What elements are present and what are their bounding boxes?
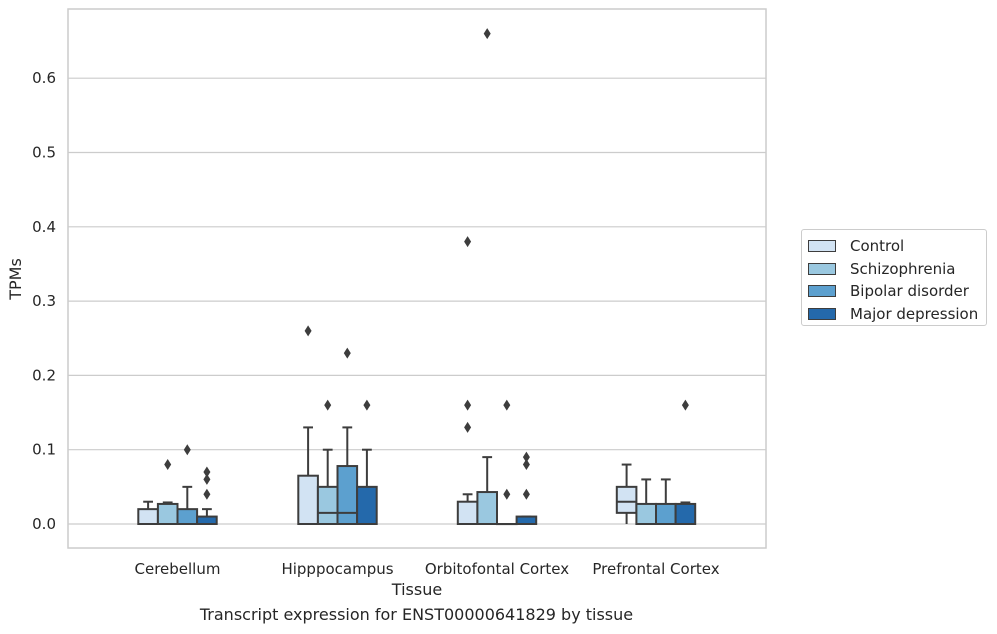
box: [196, 515, 218, 526]
legend-item-control: Control: [808, 235, 986, 258]
outlier-point: [203, 488, 211, 500]
outlier-point: [343, 347, 351, 359]
outlier-point: [363, 399, 371, 411]
legend-swatch-schizophrenia: [808, 262, 836, 275]
box: [156, 502, 179, 525]
outlier-point: [464, 236, 472, 248]
legend: Control Schizophrenia Bipolar disorder M…: [801, 229, 987, 326]
x-tick-label: Prefrontal Cortex: [592, 560, 719, 578]
outlier-point: [522, 451, 530, 463]
outlier-point: [203, 466, 211, 478]
plot-frame: [67, 8, 767, 549]
box: [297, 474, 319, 525]
box: [316, 485, 339, 526]
figure-caption: Transcript expression for ENST0000064182…: [199, 605, 634, 624]
box: [515, 515, 538, 526]
outlier-point: [522, 488, 530, 500]
outlier-point: [183, 444, 191, 456]
outlier-point: [203, 473, 211, 485]
legend-item-schizophrenia: Schizophrenia: [808, 258, 986, 281]
legend-swatch-bipolar-disorder: [808, 285, 836, 298]
legend-label-major-depression: Major depression: [850, 304, 979, 323]
outlier-point: [464, 421, 472, 433]
outlier-point: [483, 28, 491, 40]
y-tick-label: 0.0: [32, 515, 56, 533]
legend-label-schizophrenia: Schizophrenia: [850, 259, 956, 278]
box: [635, 502, 658, 525]
legend-label-bipolar-disorder: Bipolar disorder: [850, 282, 969, 301]
x-tick-label: Hipppocampus: [281, 560, 393, 578]
outlier-point: [503, 399, 511, 411]
legend-label-control: Control: [850, 237, 905, 256]
legend-item-major-depression: Major depression: [808, 303, 986, 326]
y-axis-title: TPMs: [6, 258, 25, 301]
legend-swatch-control: [808, 240, 836, 253]
outlier-point: [324, 399, 332, 411]
box: [615, 485, 638, 514]
legend-item-bipolar-disorder: Bipolar disorder: [808, 280, 986, 303]
outlier-point: [503, 488, 511, 500]
outlier-point: [464, 399, 472, 411]
outlier-point: [304, 325, 312, 337]
y-tick-label: 0.4: [32, 218, 56, 236]
y-tick-label: 0.3: [32, 292, 56, 310]
y-tick-label: 0.6: [32, 69, 56, 87]
outlier-point: [522, 459, 530, 471]
box: [356, 485, 378, 526]
box: [476, 491, 498, 525]
outlier-point: [164, 459, 172, 471]
x-axis-title: Tissue: [391, 580, 442, 599]
y-tick-label: 0.5: [32, 144, 56, 162]
box: [674, 502, 697, 525]
box: [176, 508, 199, 526]
box: [456, 500, 479, 525]
box: [655, 502, 677, 525]
y-tick-label: 0.2: [32, 366, 56, 384]
outlier-point: [681, 399, 689, 411]
box: [336, 465, 359, 525]
x-tick-label: Orbitofontal Cortex: [425, 560, 569, 578]
x-tick-label: Cerebellum: [135, 560, 221, 578]
y-tick-label: 0.1: [32, 441, 56, 459]
box: [137, 508, 159, 526]
legend-swatch-major-depression: [808, 307, 836, 320]
